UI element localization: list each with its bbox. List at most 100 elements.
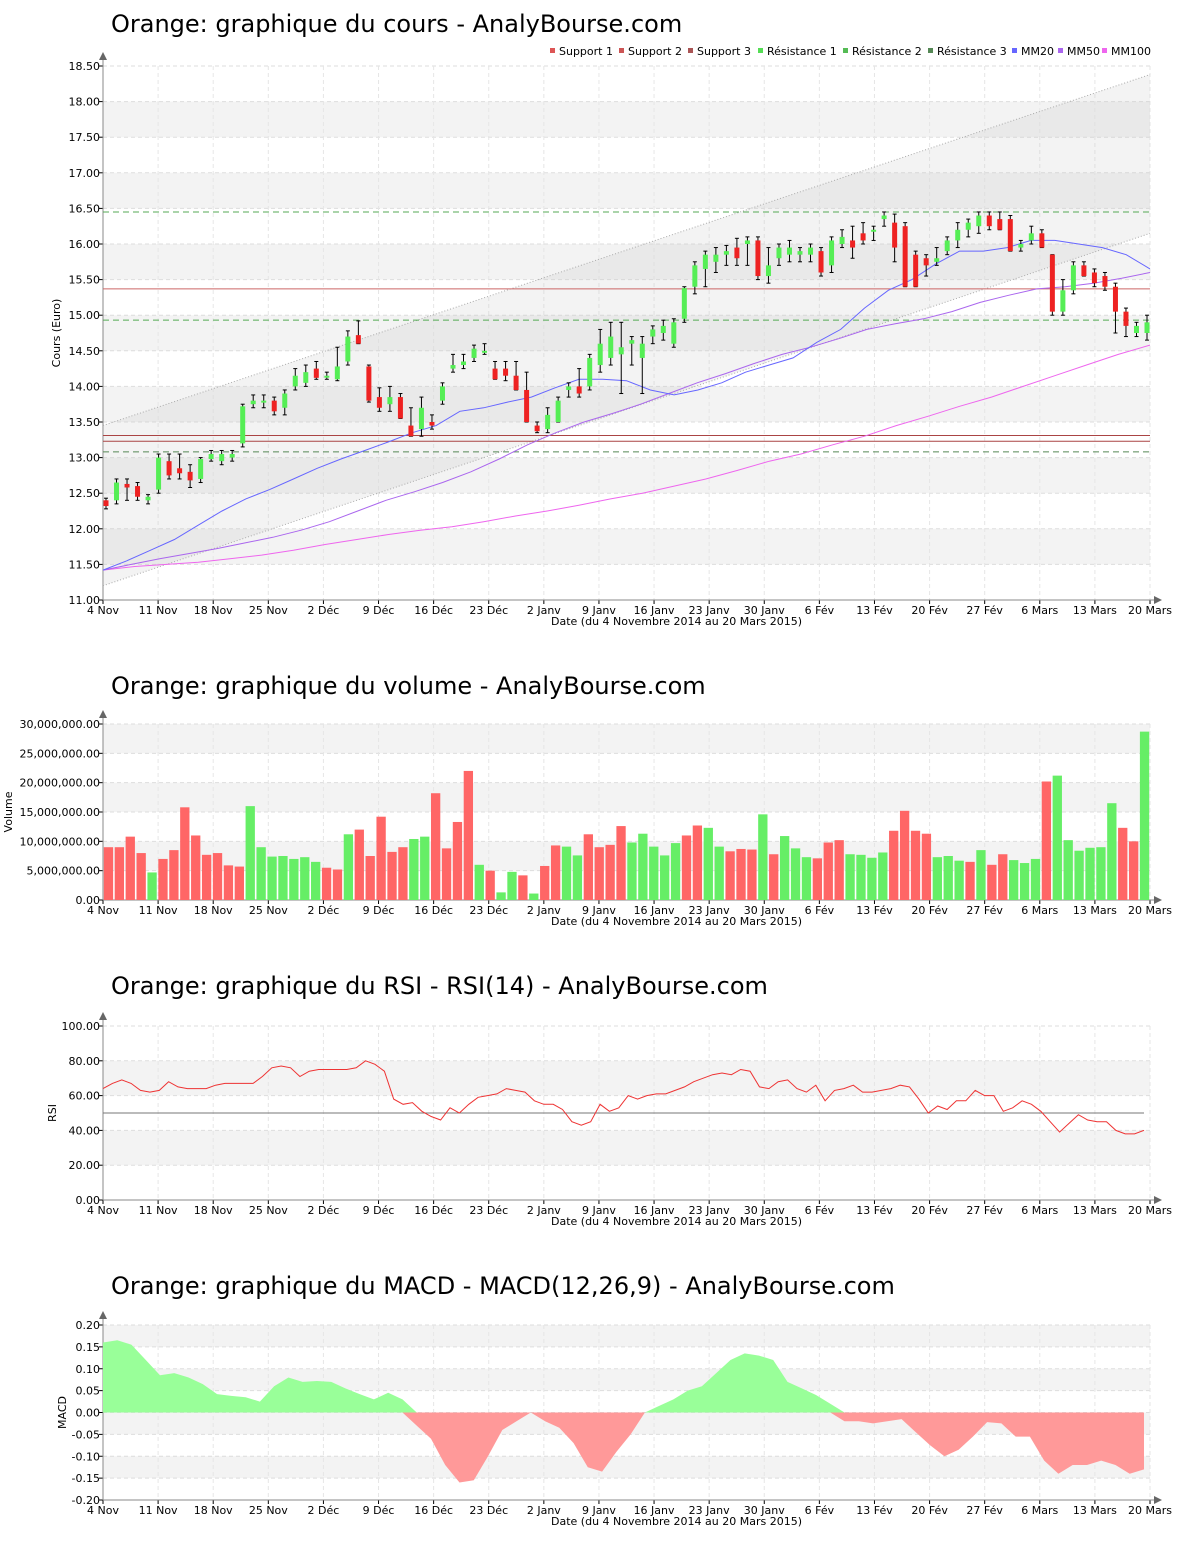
y-axis-arrow	[99, 710, 107, 718]
y-tick-label: 15,000,000.00	[20, 806, 100, 819]
volume-bar	[1128, 841, 1139, 900]
x-tick-label: 6 Mars	[1021, 604, 1058, 617]
legend-item: Support 1	[559, 45, 613, 58]
volume-bar	[812, 858, 823, 900]
candle-body	[650, 329, 656, 337]
candle-body	[671, 322, 677, 344]
volume-bar	[223, 865, 234, 900]
candle-body	[471, 348, 477, 358]
volume-bar	[987, 864, 997, 900]
x-tick-label: 25 Nov	[249, 1204, 288, 1217]
price-chart: 11.00 11.50 12.00 12.50 13.00 13.50 14.00 14.50…	[50, 45, 1172, 628]
candle-body	[334, 366, 340, 380]
candle-body	[902, 226, 908, 287]
legend-swatch	[619, 48, 624, 53]
candle-body	[545, 414, 551, 430]
legend-item: MM100	[1111, 45, 1151, 58]
candle-body	[524, 389, 530, 422]
candle-body	[482, 350, 488, 353]
y-tick-label: 0.05	[76, 1385, 101, 1398]
volume-bar	[365, 856, 375, 900]
volume-bar	[201, 854, 212, 900]
y-tick-label: 0.15	[76, 1341, 101, 1354]
candle-body	[156, 457, 162, 490]
x-tick-label: 18 Nov	[194, 1204, 233, 1217]
candle-body	[618, 347, 624, 355]
mm100-line	[102, 344, 1151, 571]
candle-body	[355, 335, 361, 344]
volume-bar	[1052, 775, 1062, 900]
candle-body	[597, 343, 603, 366]
y-axis-label: RSI	[46, 1104, 59, 1122]
band	[103, 782, 1150, 812]
volume-bar	[758, 814, 768, 900]
candle-body	[345, 336, 351, 362]
y-tick-label: 30,000,000.00	[20, 718, 100, 731]
candle-body	[450, 365, 456, 369]
volume-bar	[670, 843, 681, 900]
candle-body	[376, 397, 382, 408]
volume-bar	[769, 854, 779, 900]
y-tick-label: -0.20	[72, 1494, 100, 1507]
volume-bar	[496, 892, 506, 900]
volume-bar	[747, 849, 757, 900]
x-tick-label: 6 Fév	[805, 904, 835, 917]
y-tick-label: 0.00	[76, 1407, 101, 1420]
x-tick-label: 4 Nov	[87, 1504, 119, 1517]
rsi-chart-title: Orange: graphique du RSI - RSI(14) - Ana…	[111, 972, 768, 1000]
volume-bar	[1030, 858, 1041, 900]
volume-bar	[343, 834, 354, 900]
volume-bar	[507, 871, 517, 900]
candle-body	[986, 215, 992, 227]
volume-bar	[409, 838, 419, 900]
legend-item: MM20	[1021, 45, 1054, 58]
candle-body	[1144, 322, 1150, 333]
candle-body	[881, 215, 887, 220]
x-tick-label: 2 Déc	[308, 604, 340, 617]
volume-bar	[910, 830, 921, 900]
legend-swatch	[1058, 48, 1063, 53]
volume-bar	[256, 847, 266, 900]
candle-body	[744, 240, 750, 244]
candle-body	[786, 247, 792, 255]
x-tick-label: 6 Fév	[805, 1504, 835, 1517]
volume-bar	[834, 840, 844, 900]
channel-upper-line	[102, 74, 1151, 427]
candle-body	[660, 325, 666, 333]
legend-item: MM50	[1067, 45, 1100, 58]
y-tick-label: 20.00	[69, 1159, 101, 1172]
volume-bar	[1096, 847, 1106, 900]
x-tick-label: 6 Mars	[1021, 1204, 1058, 1217]
volume-bar	[725, 851, 735, 900]
x-tick-label: 9 Janv	[582, 904, 616, 917]
x-tick-label: 16 Déc	[414, 1504, 453, 1517]
volume-bar	[529, 893, 539, 900]
x-tick-label: 23 Déc	[469, 604, 508, 617]
x-tick-label: 27 Fév	[966, 604, 1003, 617]
candle-body	[608, 336, 614, 358]
volume-bar	[300, 857, 310, 900]
volume-bar	[441, 848, 452, 900]
x-tick-label: 23 Janv	[689, 604, 730, 617]
candle-body	[871, 229, 877, 232]
candle-body	[229, 454, 235, 458]
band	[103, 1325, 1150, 1347]
y-tick-label: 0.00	[76, 894, 101, 907]
candle-body	[692, 265, 698, 287]
volume-bar	[1139, 731, 1150, 900]
y-tick-label: 0.00	[76, 1194, 101, 1207]
x-tick-label: 20 Mars	[1128, 604, 1172, 617]
volume-bar	[1085, 847, 1095, 900]
candle-body	[576, 386, 582, 394]
x-tick-label: 18 Nov	[194, 904, 233, 917]
volume-bar	[289, 858, 299, 900]
x-tick-label: 13 Fév	[856, 1204, 893, 1217]
volume-bar	[1107, 803, 1117, 900]
band	[103, 386, 1150, 422]
volume-bar	[561, 846, 572, 900]
x-tick-label: 11 Nov	[139, 904, 178, 917]
volume-bar	[518, 875, 528, 900]
x-tick-label: 6 Mars	[1021, 1504, 1058, 1517]
x-tick-label: 20 Fév	[911, 604, 948, 617]
